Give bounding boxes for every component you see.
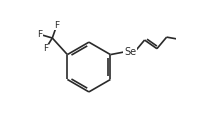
Text: F: F	[54, 21, 59, 30]
Text: F: F	[43, 44, 48, 53]
Text: Se: Se	[124, 47, 136, 57]
Text: F: F	[37, 30, 42, 39]
